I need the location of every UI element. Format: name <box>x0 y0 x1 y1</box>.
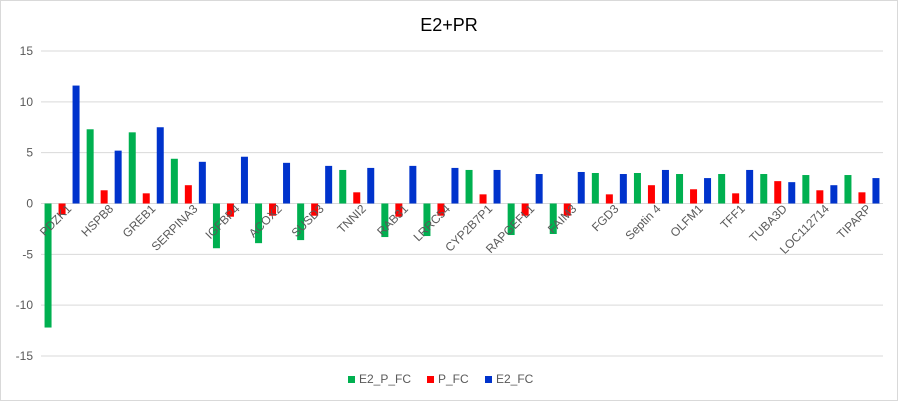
bar-e2-fc <box>409 165 417 204</box>
bar-p-fc <box>479 194 487 204</box>
category-label: TUBA3D <box>746 201 790 245</box>
bars <box>44 85 880 328</box>
bar-e2-fc <box>830 185 838 204</box>
y-tick-label: 10 <box>20 95 34 109</box>
bar-e2-fc <box>577 171 585 204</box>
bar-e2-fc <box>872 178 880 204</box>
category-label: HSPB8 <box>79 201 117 239</box>
bar-e2-p-fc <box>591 173 599 204</box>
bar-e2-fc <box>746 169 754 204</box>
category-label: ACOX2 <box>246 201 285 240</box>
bar-e2-p-fc <box>339 169 347 204</box>
bar-p-fc <box>858 192 866 204</box>
category-label: TIPARP <box>834 202 874 242</box>
bar-e2-p-fc <box>802 175 810 204</box>
bar-p-fc <box>269 203 277 216</box>
bar-e2-fc <box>325 165 333 204</box>
category-label: GREB1 <box>120 201 159 240</box>
bar-p-fc <box>690 189 698 204</box>
category-label: FGD3 <box>589 201 622 234</box>
bar-e2-p-fc <box>212 203 220 249</box>
category-label: SERPINA3 <box>149 201 201 253</box>
bar-p-fc <box>774 181 782 204</box>
bar-e2-p-fc <box>170 158 178 204</box>
bar-e2-p-fc <box>633 173 641 204</box>
bar-p-fc <box>732 193 740 204</box>
bar-p-fc <box>353 192 361 204</box>
gridlines <box>41 50 883 357</box>
category-label: RAB31 <box>374 201 411 238</box>
category-label: Septin 4 <box>623 202 664 243</box>
bar-e2-p-fc <box>86 129 94 204</box>
legend-swatch <box>485 376 492 383</box>
bar-e2-fc <box>367 167 375 204</box>
bar-p-fc <box>311 203 319 216</box>
bar-p-fc <box>184 185 192 204</box>
legend-label: E2_FC <box>496 372 534 386</box>
bar-e2-p-fc <box>549 203 557 234</box>
bar-e2-p-fc <box>676 174 684 204</box>
bar-e2-p-fc <box>465 169 473 204</box>
category-label: SUSD3 <box>289 201 327 239</box>
bar-p-fc <box>816 190 824 204</box>
bar-e2-p-fc <box>255 203 263 244</box>
bar-p-fc <box>605 194 613 204</box>
legend-label: E2_P_FC <box>359 372 411 386</box>
y-tick-label: -5 <box>22 247 33 261</box>
bar-e2-fc <box>283 162 291 204</box>
bar-p-fc <box>142 193 150 204</box>
category-label: IGFBP4 <box>202 201 242 241</box>
bar-p-fc <box>563 203 571 216</box>
y-tick-label: -10 <box>16 298 34 312</box>
category-label: OLFM1 <box>667 201 705 239</box>
bar-p-fc <box>395 203 403 217</box>
bar-e2-p-fc <box>760 174 768 204</box>
legend-swatch <box>348 376 355 383</box>
y-axis-tick-labels: -15 -10 -5 0 5 10 15 <box>16 44 34 363</box>
legend-swatch <box>427 376 434 383</box>
bar-p-fc <box>226 203 234 217</box>
bar-e2-p-fc <box>718 174 726 204</box>
y-tick-label: 0 <box>26 197 33 211</box>
bar-e2-p-fc <box>507 203 515 236</box>
bar-e2-p-fc <box>128 132 136 204</box>
bar-p-fc <box>521 203 529 216</box>
bar-e2-p-fc <box>44 203 52 328</box>
chart-title: E2+PR <box>420 15 478 35</box>
category-label: LRRC54 <box>411 201 454 244</box>
bar-p-fc <box>58 203 66 215</box>
bar-e2-fc <box>451 167 459 204</box>
bar-e2-fc <box>114 150 122 204</box>
bar-e2-fc <box>661 169 669 204</box>
legend-label: P_FC <box>438 372 469 386</box>
bar-e2-p-fc <box>844 175 852 204</box>
category-label: TFF1 <box>718 201 748 231</box>
bar-p-fc <box>100 190 108 204</box>
bar-e2-fc <box>198 161 206 204</box>
category-label: TNNI2 <box>334 201 369 236</box>
y-tick-label: 15 <box>20 44 34 58</box>
bar-e2-fc <box>619 174 627 204</box>
bar-p-fc <box>647 185 655 204</box>
bar-e2-p-fc <box>297 203 305 241</box>
y-tick-label: -15 <box>16 349 34 363</box>
bar-e2-fc <box>535 174 543 204</box>
bar-e2-fc <box>788 182 796 204</box>
bar-e2-fc <box>493 169 501 204</box>
category-label: PDZK1 <box>37 201 74 238</box>
bar-p-fc <box>437 203 445 216</box>
bar-e2-fc <box>156 127 164 204</box>
bar-e2-fc <box>240 156 248 204</box>
bar-e2-fc <box>704 178 712 204</box>
bar-e2-p-fc <box>423 203 431 237</box>
legend: E2_P_FC P_FC E2_FC <box>348 372 534 386</box>
y-tick-label: 5 <box>26 146 33 160</box>
bar-e2-fc <box>72 85 80 204</box>
bar-e2-p-fc <box>381 203 389 238</box>
